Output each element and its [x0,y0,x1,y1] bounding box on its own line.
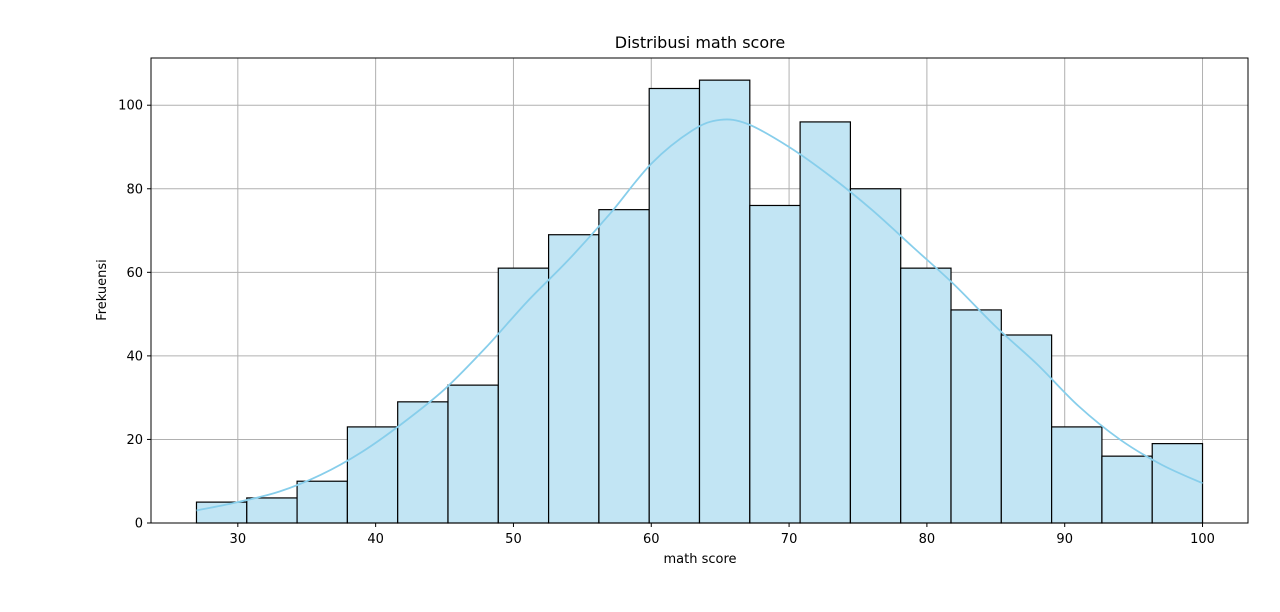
x-tick-label: 30 [230,532,247,547]
histogram-bar [698,79,751,524]
histogram-bar [1051,426,1103,524]
y-tick-label: 40 [126,349,143,364]
histogram-bars [195,79,1204,524]
y-axis-ticks: 0 20 40 60 80 100 [118,99,151,532]
histogram-bar [1101,455,1153,524]
histogram-bar [397,401,449,524]
histogram-bar [547,234,600,524]
x-tick-label: 70 [781,532,798,547]
x-tick-label: 50 [505,532,522,547]
histogram-bar [346,426,399,524]
y-tick-label: 80 [126,182,143,197]
y-tick-label: 100 [118,99,143,114]
histogram-bar [849,188,902,524]
histogram-bar [296,480,348,524]
histogram-bar [598,209,650,524]
y-tick-label: 0 [135,517,143,532]
kde-curve-group [196,118,1203,512]
chart-title: Distribusi math score [615,33,785,52]
x-tick-label: 60 [643,532,660,547]
histogram-bar [749,204,801,524]
x-tick-label: 100 [1190,532,1215,547]
histogram-bar [246,497,298,524]
histogram-bar [950,309,1002,524]
plot-frame [150,57,1249,524]
kde-curve [196,118,1203,512]
histogram-bar [447,384,499,524]
histogram-bar [648,87,701,524]
x-tick-label: 90 [1056,532,1073,547]
histogram-bar [799,121,852,524]
x-tick-label: 80 [919,532,936,547]
histogram-bar [1151,443,1204,524]
y-axis-title: Frekuensi [95,259,110,321]
x-axis-ticks: 30 40 50 60 70 80 90 100 [230,523,1215,547]
histogram-bar [900,267,952,524]
x-tick-label: 40 [367,532,384,547]
histogram-bar [497,267,550,524]
y-tick-label: 60 [126,266,143,281]
x-axis-title: math score [663,552,736,567]
y-tick-label: 20 [126,433,143,448]
histogram-bar [1000,334,1053,524]
